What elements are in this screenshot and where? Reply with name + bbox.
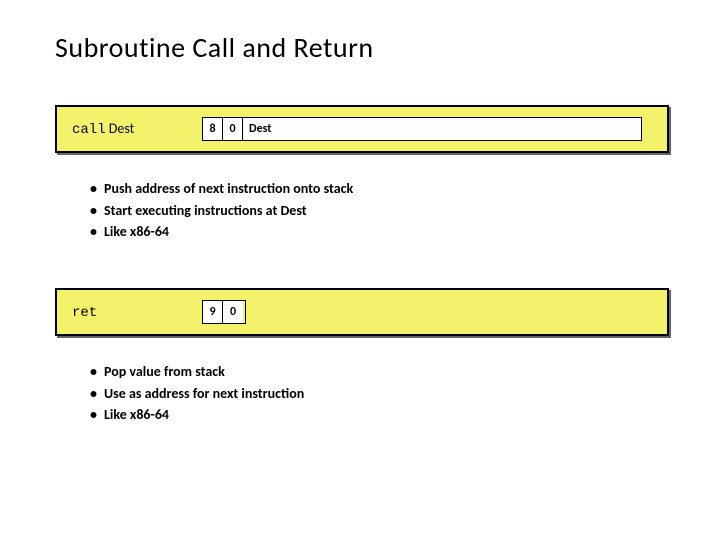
opcode-cell: 9 [203,301,223,323]
mnemonic-mono: call [72,122,106,138]
dest-cell: Dest [243,118,641,140]
mnemonic-mono: ret [72,305,97,321]
instruction-block-ret: ret 9 0 [55,288,669,336]
bullet-item: Push address of next instruction onto st… [90,178,669,200]
bullets-ret: Pop value from stack Use as address for … [90,361,669,426]
mnemonic-call: call Dest [72,120,202,138]
page-title: Subroutine Call and Return [55,30,669,65]
encoding-call: 8 0 Dest [202,117,642,141]
bullets-call: Push address of next instruction onto st… [90,178,669,243]
mnemonic-arg: Dest [109,120,135,137]
instruction-block-call: call Dest 8 0 Dest [55,105,669,153]
bullet-item: Start executing instructions at Dest [90,200,669,222]
encoding-ret: 9 0 [202,300,246,324]
bullet-item: Pop value from stack [90,361,669,383]
bullet-item: Like x86-64 [90,221,669,243]
func-cell: 0 [223,118,243,140]
mnemonic-ret: ret [72,303,202,321]
opcode-cell: 8 [203,118,223,140]
bullet-item: Like x86-64 [90,404,669,426]
func-cell: 0 [223,301,243,323]
bullet-item: Use as address for next instruction [90,383,669,405]
